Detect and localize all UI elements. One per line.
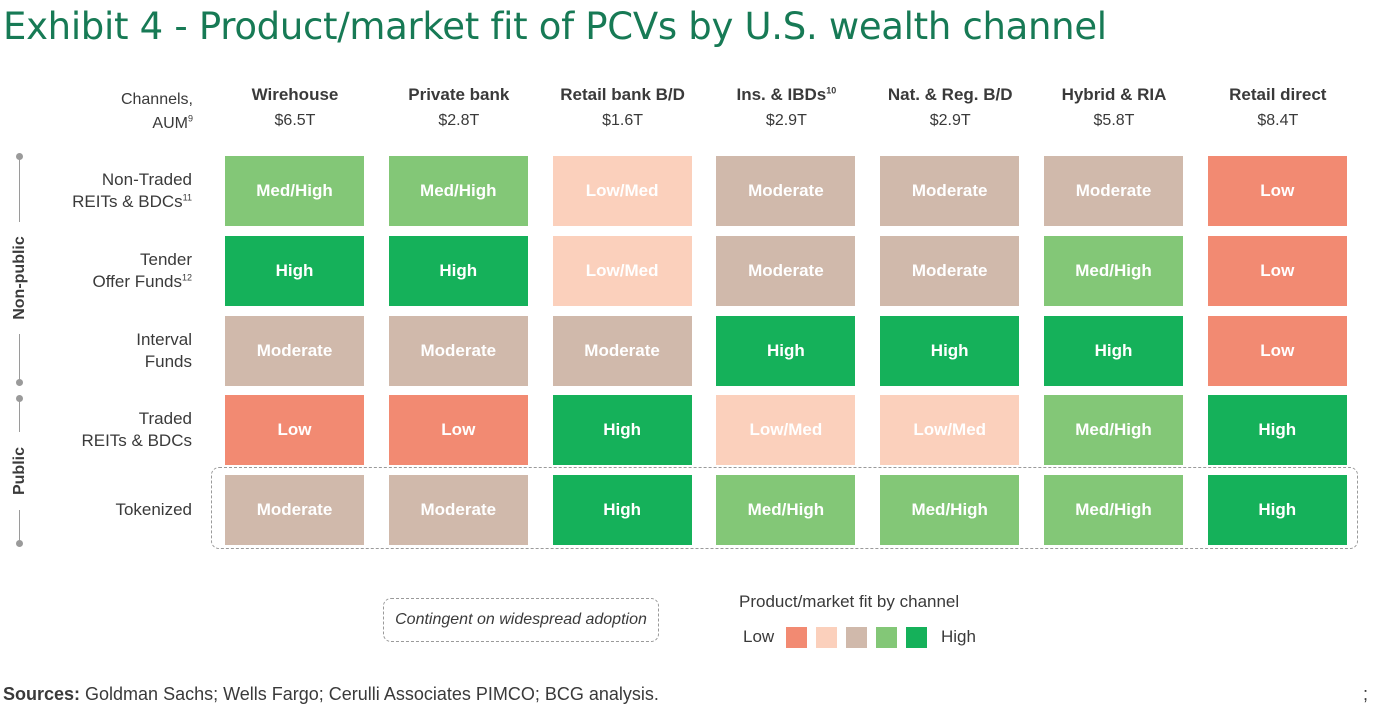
heatmap-cell: High <box>552 475 692 546</box>
legend-low-label: Low <box>743 627 775 646</box>
heatmap-cell: Moderate <box>716 156 856 226</box>
heatmap-cell: Moderate <box>225 475 364 546</box>
group-divider-dot <box>16 540 23 547</box>
column-aum: $5.8T <box>1093 112 1135 129</box>
column-name: Hybrid & RIA <box>1061 85 1167 104</box>
channels-aum-label: Channels, AUM9 <box>40 88 193 136</box>
column-name: Private bank <box>408 85 510 104</box>
group-divider-line <box>19 330 20 380</box>
column-name: Wirehouse <box>251 85 339 104</box>
row-label-interval-funds: Interval Funds <box>136 329 192 371</box>
legend-swatch-med-high <box>876 627 897 648</box>
group-divider-dot <box>16 379 23 386</box>
heatmap-cell: High <box>1207 475 1347 546</box>
heatmap-cell: High <box>1207 395 1347 466</box>
heatmap-cell: Low/Med <box>552 235 692 306</box>
heatmap-cell: Low/Med <box>880 395 1020 466</box>
aum-label: AUM9 <box>152 113 193 132</box>
group-divider-line <box>19 157 20 227</box>
legend-title: Product/market fit by channel <box>739 592 960 611</box>
group-divider-dot <box>16 395 23 402</box>
group-divider-line <box>19 505 20 542</box>
group-divider-dot <box>16 153 23 160</box>
tokenized-dashed-outline <box>211 467 1358 549</box>
heatmap-cell: Moderate <box>388 475 528 546</box>
heatmap-cell: Med/High <box>1044 475 1183 546</box>
group-label-non-public: Non-public <box>6 222 34 334</box>
row-label-non-traded-reits-bdcs: Non-Traded REITs & BDCs11 <box>72 170 192 211</box>
row-label-tender-offer-funds: Tender Offer Funds12 <box>92 249 192 291</box>
heatmap-cell: Low <box>1207 315 1347 386</box>
heatmap-cell: Moderate <box>716 235 856 306</box>
row-label-traded-reits-bdcs: Traded REITs & BDCs <box>81 409 192 451</box>
heatmap-cell: High <box>716 315 856 386</box>
column-header-retail-direct: Retail direct $8.4T <box>1196 84 1360 132</box>
page-title: Exhibit 4 - Product/market fit of PCVs b… <box>3 5 1107 48</box>
column-header-private-bank: Private bank $2.8T <box>377 84 541 132</box>
heatmap-cell: High <box>552 395 692 466</box>
column-header-hybrid-ria: Hybrid & RIA $5.8T <box>1032 84 1196 132</box>
column-aum: $1.6T <box>602 112 644 129</box>
legend-swatch-low-med <box>816 627 837 648</box>
column-header-retail-bank-b-d: Retail bank B/D $1.6T <box>541 84 705 132</box>
heatmap-cell: Med/High <box>716 475 856 546</box>
column-aum: $2.8T <box>438 112 480 129</box>
heatmap-cell: Med/High <box>880 475 1020 546</box>
column-header-ins-ibds: Ins. & IBDs10 $2.9T <box>704 84 868 132</box>
column-name: Retail direct <box>1229 85 1327 104</box>
heatmap-cell: High <box>388 235 528 306</box>
heatmap-cell: Med/High <box>1044 395 1183 466</box>
group-label-public: Public <box>6 432 34 510</box>
sources-footnote: Sources: Goldman Sachs; Wells Fargo; Cer… <box>3 684 659 704</box>
channels-label: Channels, <box>120 91 193 108</box>
legend-swatch-moderate <box>846 627 867 648</box>
column-aum: $8.4T <box>1257 112 1299 129</box>
heatmap-cell: Moderate <box>225 315 364 386</box>
heatmap-cell: Moderate <box>880 235 1020 306</box>
trailing-semicolon: ; <box>1363 684 1369 704</box>
column-aum: $2.9T <box>929 112 971 129</box>
heatmap-cell: Low <box>1207 235 1347 306</box>
heatmap-cell: Med/High <box>1044 235 1183 306</box>
group-divider-line <box>19 400 20 437</box>
heatmap-cell: Low <box>1207 156 1347 226</box>
heatmap-cell: Moderate <box>552 315 692 386</box>
heatmap-cell: Moderate <box>388 315 528 386</box>
column-name: Retail bank B/D <box>560 85 685 104</box>
heatmap-cell: Low/Med <box>552 156 692 226</box>
heatmap-cell: Med/High <box>225 156 364 226</box>
row-label-tokenized: Tokenized <box>115 500 192 520</box>
heatmap-cell: Med/High <box>388 156 528 226</box>
heatmap-cell: Low <box>225 395 364 466</box>
column-name: Ins. & IBDs10 <box>736 85 837 104</box>
column-header-nat-reg-b-d: Nat. & Reg. B/D $2.9T <box>868 84 1032 132</box>
legend-swatch-low <box>786 627 807 648</box>
column-aum: $2.9T <box>765 112 807 129</box>
legend-swatch-high <box>906 627 927 648</box>
heatmap-cell: High <box>1044 315 1183 386</box>
contingent-note: Contingent on widespread adoption <box>383 598 659 642</box>
heatmap-cell: Moderate <box>880 156 1020 226</box>
column-aum: $6.5T <box>274 112 316 129</box>
heatmap-cell: Low/Med <box>716 395 856 466</box>
column-name: Nat. & Reg. B/D <box>887 85 1013 104</box>
column-header-wirehouse: Wirehouse $6.5T <box>213 84 377 132</box>
legend-high-label: High <box>941 627 976 646</box>
heatmap-cell: High <box>225 235 364 306</box>
heatmap-cell: High <box>880 315 1020 386</box>
heatmap-cell: Moderate <box>1044 156 1183 226</box>
heatmap-cell: Low <box>388 395 528 466</box>
